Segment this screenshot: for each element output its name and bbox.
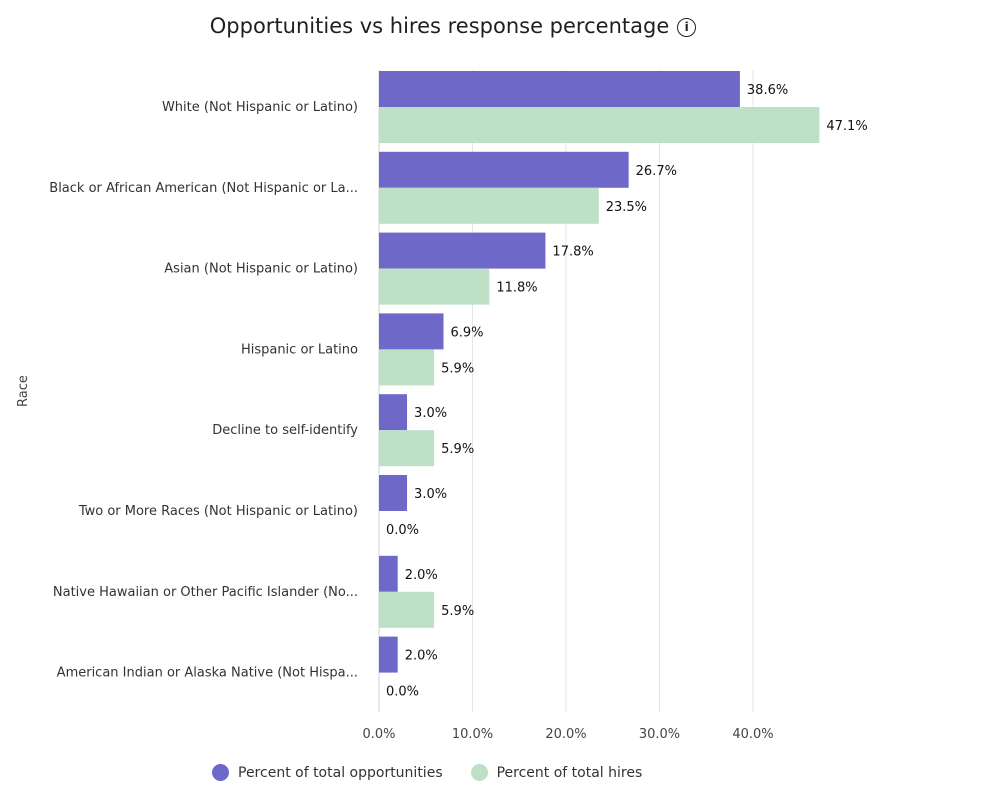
data-label: 5.9% [441, 604, 474, 619]
x-tick-label: 20.0% [545, 727, 586, 742]
x-tick-label: 30.0% [639, 727, 680, 742]
bar [379, 151, 629, 188]
data-label: 17.8% [552, 245, 593, 260]
bar-chart: 0.0% 10.0% 20.0% 30.0% 40.0% White (Not Hispa… [16, 70, 868, 742]
category-label: Decline to self-identify [212, 423, 358, 438]
data-label: 3.0% [414, 487, 447, 502]
bar [379, 71, 740, 107]
bar [379, 636, 398, 673]
x-tick-label: 40.0% [732, 727, 773, 742]
data-label: 0.0% [386, 523, 419, 538]
bar [379, 430, 435, 467]
legend: Percent of total opportunities Percent o… [212, 764, 642, 781]
category-label: Black or African American (Not Hispanic … [49, 181, 358, 196]
data-label: 5.9% [441, 361, 474, 376]
legend-label: Percent of total hires [496, 764, 643, 781]
bar [379, 107, 820, 143]
data-label: 0.0% [386, 685, 419, 700]
chart-title-text: Opportunities vs hires response percenta… [209, 14, 670, 38]
data-label: 47.1% [826, 119, 867, 134]
legend-swatch [212, 764, 229, 781]
bar [379, 232, 546, 269]
bar [379, 187, 599, 224]
category-label: Two or More Races (Not Hispanic or Latin… [78, 504, 358, 519]
legend-item-opportunities[interactable]: Percent of total opportunities [212, 764, 443, 781]
category-label: Hispanic or Latino [241, 342, 358, 357]
category-label: Asian (Not Hispanic or Latino) [164, 262, 358, 277]
data-label: 23.5% [606, 200, 647, 215]
bar [379, 349, 435, 386]
legend-swatch [470, 764, 488, 781]
bar [379, 268, 490, 305]
data-label: 6.9% [451, 325, 484, 340]
legend-item-hires[interactable]: Percent of total hires [470, 764, 643, 781]
bar [379, 475, 408, 511]
data-label: 26.7% [636, 164, 677, 179]
category-label: American Indian or Alaska Native (Not Hi… [57, 666, 358, 681]
legend-label: Percent of total opportunities [238, 764, 443, 781]
bar [379, 555, 398, 592]
category-label: White (Not Hispanic or Latino) [162, 100, 358, 115]
bar [379, 591, 435, 628]
data-label: 5.9% [441, 442, 474, 457]
data-label: 38.6% [747, 83, 788, 98]
data-label: 2.0% [405, 649, 438, 664]
data-label: 2.0% [405, 568, 438, 583]
y-axis-label: Race [16, 375, 31, 407]
x-tick-label: 0.0% [362, 727, 395, 742]
category-label: Native Hawaiian or Other Pacific Islande… [53, 585, 358, 600]
bar [379, 313, 444, 350]
data-label: 11.8% [496, 281, 537, 296]
data-label: 3.0% [414, 406, 447, 421]
chart-title: Opportunities vs hires response percenta… [0, 14, 906, 38]
info-icon[interactable]: i [677, 18, 697, 37]
bar [379, 394, 408, 431]
x-tick-label: 10.0% [452, 727, 493, 742]
